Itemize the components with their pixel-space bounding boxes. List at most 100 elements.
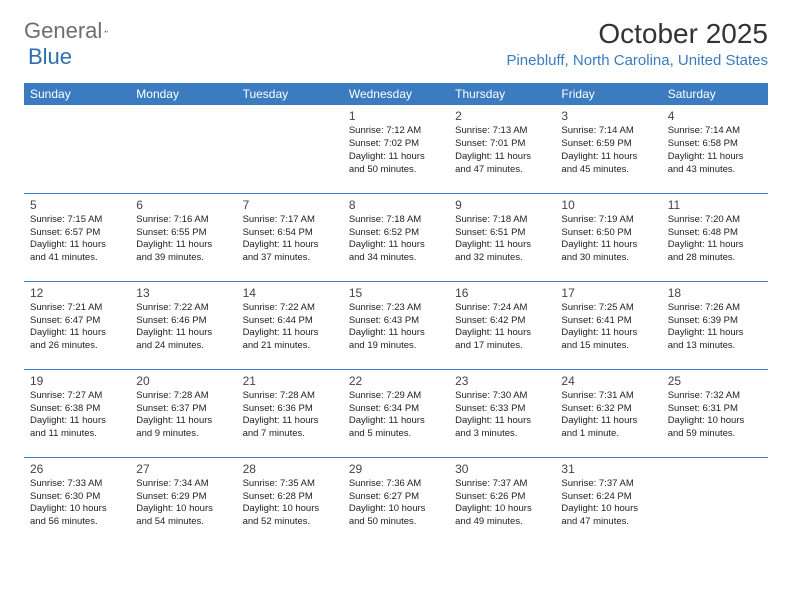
title-block: October 2025 Pinebluff, North Carolina, … <box>506 18 768 69</box>
calendar-cell: 3Sunrise: 7:14 AMSunset: 6:59 PMDaylight… <box>555 105 661 193</box>
daylight-line: Daylight: 10 hours and 59 minutes. <box>668 415 762 441</box>
calendar-cell: 19Sunrise: 7:27 AMSunset: 6:38 PMDayligh… <box>24 369 130 457</box>
sunrise-line: Sunrise: 7:13 AM <box>455 125 549 138</box>
calendar-cell: 12Sunrise: 7:21 AMSunset: 6:47 PMDayligh… <box>24 281 130 369</box>
calendar-cell: 18Sunrise: 7:26 AMSunset: 6:39 PMDayligh… <box>662 281 768 369</box>
sunrise-line: Sunrise: 7:23 AM <box>349 302 443 315</box>
sunset-line: Sunset: 6:30 PM <box>30 491 124 504</box>
sunrise-line: Sunrise: 7:31 AM <box>561 390 655 403</box>
sunrise-line: Sunrise: 7:33 AM <box>30 478 124 491</box>
sunset-line: Sunset: 6:31 PM <box>668 403 762 416</box>
calendar-cell: 7Sunrise: 7:17 AMSunset: 6:54 PMDaylight… <box>237 193 343 281</box>
weekday-header-row: SundayMondayTuesdayWednesdayThursdayFrid… <box>24 83 768 105</box>
daylight-line: Daylight: 11 hours and 41 minutes. <box>30 239 124 265</box>
sunset-line: Sunset: 6:29 PM <box>136 491 230 504</box>
sunset-line: Sunset: 6:54 PM <box>243 227 337 240</box>
daylight-line: Daylight: 11 hours and 7 minutes. <box>243 415 337 441</box>
day-number: 17 <box>561 285 655 301</box>
sunset-line: Sunset: 6:41 PM <box>561 315 655 328</box>
sunset-line: Sunset: 6:50 PM <box>561 227 655 240</box>
sunset-line: Sunset: 6:39 PM <box>668 315 762 328</box>
sunset-line: Sunset: 6:59 PM <box>561 138 655 151</box>
daylight-line: Daylight: 11 hours and 19 minutes. <box>349 327 443 353</box>
sunrise-line: Sunrise: 7:35 AM <box>243 478 337 491</box>
daylight-line: Daylight: 11 hours and 9 minutes. <box>136 415 230 441</box>
weekday-header: Thursday <box>449 83 555 105</box>
daylight-line: Daylight: 11 hours and 17 minutes. <box>455 327 549 353</box>
daylight-line: Daylight: 11 hours and 24 minutes. <box>136 327 230 353</box>
sunrise-line: Sunrise: 7:25 AM <box>561 302 655 315</box>
daylight-line: Daylight: 10 hours and 50 minutes. <box>349 503 443 529</box>
logo-text-blue-wrap: Blue <box>28 44 72 70</box>
day-number: 7 <box>243 197 337 213</box>
daylight-line: Daylight: 10 hours and 56 minutes. <box>30 503 124 529</box>
calendar-row: 12Sunrise: 7:21 AMSunset: 6:47 PMDayligh… <box>24 281 768 369</box>
daylight-line: Daylight: 11 hours and 13 minutes. <box>668 327 762 353</box>
calendar-cell: 13Sunrise: 7:22 AMSunset: 6:46 PMDayligh… <box>130 281 236 369</box>
calendar-cell <box>662 457 768 545</box>
daylight-line: Daylight: 11 hours and 43 minutes. <box>668 151 762 177</box>
sunset-line: Sunset: 6:51 PM <box>455 227 549 240</box>
daylight-line: Daylight: 11 hours and 21 minutes. <box>243 327 337 353</box>
logo-text-general: General <box>24 18 102 44</box>
sunrise-line: Sunrise: 7:22 AM <box>243 302 337 315</box>
daylight-line: Daylight: 11 hours and 1 minute. <box>561 415 655 441</box>
day-number: 6 <box>136 197 230 213</box>
daylight-line: Daylight: 11 hours and 5 minutes. <box>349 415 443 441</box>
day-number: 29 <box>349 461 443 477</box>
sunset-line: Sunset: 6:26 PM <box>455 491 549 504</box>
day-number: 20 <box>136 373 230 389</box>
day-number: 5 <box>30 197 124 213</box>
sunrise-line: Sunrise: 7:28 AM <box>243 390 337 403</box>
sunrise-line: Sunrise: 7:16 AM <box>136 214 230 227</box>
day-number: 25 <box>668 373 762 389</box>
calendar-cell: 11Sunrise: 7:20 AMSunset: 6:48 PMDayligh… <box>662 193 768 281</box>
calendar-cell: 27Sunrise: 7:34 AMSunset: 6:29 PMDayligh… <box>130 457 236 545</box>
calendar-cell: 1Sunrise: 7:12 AMSunset: 7:02 PMDaylight… <box>343 105 449 193</box>
calendar-cell: 26Sunrise: 7:33 AMSunset: 6:30 PMDayligh… <box>24 457 130 545</box>
daylight-line: Daylight: 11 hours and 11 minutes. <box>30 415 124 441</box>
day-number: 31 <box>561 461 655 477</box>
daylight-line: Daylight: 11 hours and 39 minutes. <box>136 239 230 265</box>
calendar-cell: 9Sunrise: 7:18 AMSunset: 6:51 PMDaylight… <box>449 193 555 281</box>
sunset-line: Sunset: 6:47 PM <box>30 315 124 328</box>
calendar-cell: 28Sunrise: 7:35 AMSunset: 6:28 PMDayligh… <box>237 457 343 545</box>
day-number: 23 <box>455 373 549 389</box>
day-number: 15 <box>349 285 443 301</box>
day-number: 28 <box>243 461 337 477</box>
daylight-line: Daylight: 11 hours and 28 minutes. <box>668 239 762 265</box>
sunset-line: Sunset: 7:01 PM <box>455 138 549 151</box>
daylight-line: Daylight: 11 hours and 50 minutes. <box>349 151 443 177</box>
daylight-line: Daylight: 11 hours and 32 minutes. <box>455 239 549 265</box>
calendar-cell: 21Sunrise: 7:28 AMSunset: 6:36 PMDayligh… <box>237 369 343 457</box>
calendar-cell: 23Sunrise: 7:30 AMSunset: 6:33 PMDayligh… <box>449 369 555 457</box>
sunrise-line: Sunrise: 7:17 AM <box>243 214 337 227</box>
header: General October 2025 Pinebluff, North Ca… <box>0 0 792 75</box>
sunset-line: Sunset: 6:37 PM <box>136 403 230 416</box>
daylight-line: Daylight: 11 hours and 3 minutes. <box>455 415 549 441</box>
day-number: 30 <box>455 461 549 477</box>
sunset-line: Sunset: 6:38 PM <box>30 403 124 416</box>
day-number: 12 <box>30 285 124 301</box>
day-number: 13 <box>136 285 230 301</box>
weekday-header: Monday <box>130 83 236 105</box>
sunset-line: Sunset: 6:36 PM <box>243 403 337 416</box>
day-number: 26 <box>30 461 124 477</box>
sunrise-line: Sunrise: 7:29 AM <box>349 390 443 403</box>
sunrise-line: Sunrise: 7:28 AM <box>136 390 230 403</box>
day-number: 14 <box>243 285 337 301</box>
sunset-line: Sunset: 6:48 PM <box>668 227 762 240</box>
calendar-cell: 31Sunrise: 7:37 AMSunset: 6:24 PMDayligh… <box>555 457 661 545</box>
weekday-header: Sunday <box>24 83 130 105</box>
calendar-table: SundayMondayTuesdayWednesdayThursdayFrid… <box>24 83 768 545</box>
sunrise-line: Sunrise: 7:37 AM <box>561 478 655 491</box>
calendar-cell <box>24 105 130 193</box>
calendar-row: 1Sunrise: 7:12 AMSunset: 7:02 PMDaylight… <box>24 105 768 193</box>
daylight-line: Daylight: 11 hours and 15 minutes. <box>561 327 655 353</box>
sunrise-line: Sunrise: 7:14 AM <box>668 125 762 138</box>
sunrise-line: Sunrise: 7:19 AM <box>561 214 655 227</box>
weekday-header: Wednesday <box>343 83 449 105</box>
month-title: October 2025 <box>506 18 768 50</box>
calendar-row: 19Sunrise: 7:27 AMSunset: 6:38 PMDayligh… <box>24 369 768 457</box>
sunset-line: Sunset: 6:32 PM <box>561 403 655 416</box>
